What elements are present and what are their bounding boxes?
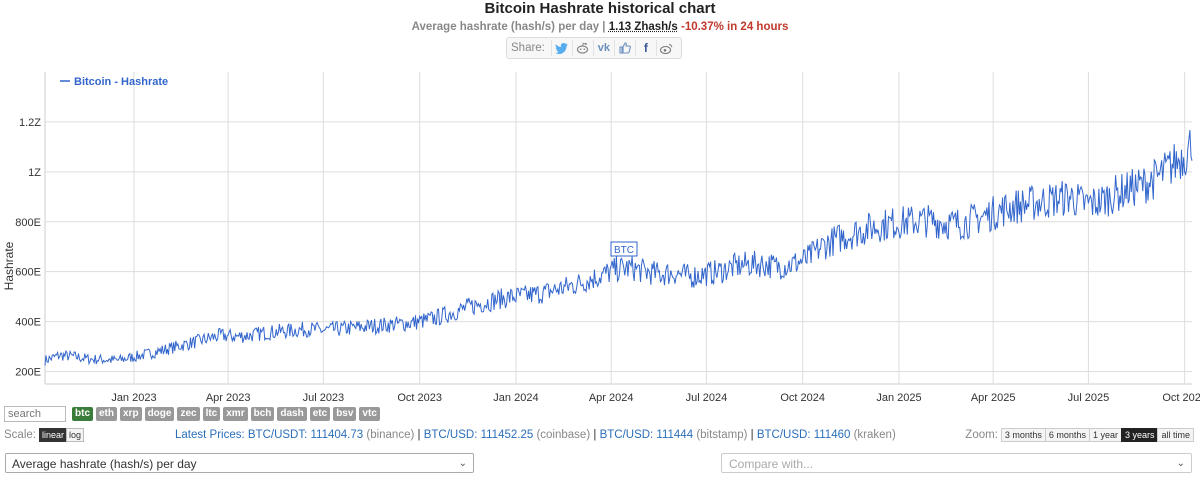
subtitle-metric: Average hashrate (hash/s) per day | xyxy=(411,21,606,33)
x-tick-label: Jul 2024 xyxy=(686,392,728,404)
metric-select-value: Average hashrate (hash/s) per day xyxy=(12,457,197,471)
coin-xrp-button[interactable]: xrp xyxy=(120,407,142,421)
share-bar: Share: vk f xyxy=(506,37,682,59)
coin-vtc-button[interactable]: vtc xyxy=(359,407,380,421)
controls-row: Scale: linear log Latest Prices: BTC/USD… xyxy=(0,428,1200,444)
coin-zec-button[interactable]: zec xyxy=(177,407,200,421)
vk-icon[interactable]: vk xyxy=(592,40,614,56)
price-binance[interactable]: BTC/USDT: 111404.73 xyxy=(247,429,364,441)
chevron-down-icon: ⌄ xyxy=(1176,458,1185,469)
exchange-kraken: (kraken) xyxy=(853,429,896,441)
chart-grid xyxy=(44,72,1192,385)
coin-xmr-button[interactable]: xmr xyxy=(223,407,248,421)
scale-label: Scale: xyxy=(4,429,36,441)
zoom-6-months-button[interactable]: 6 months xyxy=(1044,428,1090,442)
exchange-coinbase: (coinbase) xyxy=(536,429,591,441)
x-tick-label: Jul 2025 xyxy=(1068,392,1110,404)
zoom-1-year-button[interactable]: 1 year xyxy=(1088,428,1122,442)
x-tick-label: Jul 2023 xyxy=(303,392,345,404)
series-line xyxy=(44,129,1193,366)
coin-bsv-button[interactable]: bsv xyxy=(333,407,357,421)
y-axis-label: Hashrate xyxy=(2,241,16,290)
zoom-all-time-button[interactable]: all time xyxy=(1157,428,1194,442)
scale-control: Scale: linear log xyxy=(4,428,84,442)
legend[interactable]: Bitcoin - Hashrate xyxy=(60,76,168,88)
x-tick-label: Jan 2025 xyxy=(876,392,921,404)
btc-annotation[interactable]: BTC xyxy=(610,241,638,257)
share-label: Share: xyxy=(511,42,545,54)
x-tick-label: Oct 2025 xyxy=(1162,392,1200,404)
current-value[interactable]: 1.13 Zhash/s xyxy=(608,21,678,33)
price-coinbase[interactable]: BTC/USD: 111452.25 xyxy=(423,429,534,441)
change-24h: -10.37% in 24 hours xyxy=(680,21,789,33)
x-tick-label: Apr 2024 xyxy=(589,392,634,404)
coin-eth-button[interactable]: eth xyxy=(96,407,117,421)
chevron-down-icon: ⌄ xyxy=(458,458,467,469)
zoom-3-years-button[interactable]: 3 years xyxy=(1120,428,1159,442)
price-bitstamp[interactable]: BTC/USD: 111444 xyxy=(599,429,694,441)
x-tick-label: Jan 2024 xyxy=(493,392,538,404)
x-tick-label: Jan 2023 xyxy=(111,392,156,404)
weibo-icon[interactable] xyxy=(655,40,677,56)
page-subtitle: Average hashrate (hash/s) per day | 1.13… xyxy=(0,21,1200,33)
y-tick-label: 200E xyxy=(15,367,41,379)
latest-prices: Latest Prices: BTC/USDT: 111404.73 (bina… xyxy=(175,429,896,441)
price-kraken[interactable]: BTC/USD: 111460 xyxy=(756,429,851,441)
coin-etc-button[interactable]: etc xyxy=(309,407,331,421)
coin-selector: search btc eth xrp doge zec ltc xmr bch dash etc b… xyxy=(4,406,380,422)
y-tick-label: 600E xyxy=(15,267,41,279)
coin-bch-button[interactable]: bch xyxy=(250,407,275,421)
x-tick-label: Oct 2023 xyxy=(397,392,442,404)
scale-linear-button[interactable]: linear xyxy=(38,428,67,442)
coin-ltc-button[interactable]: ltc xyxy=(202,407,221,421)
x-tick-label: Apr 2023 xyxy=(206,392,251,404)
facebook-icon[interactable]: f xyxy=(634,40,656,56)
legend-label: Bitcoin - Hashrate xyxy=(74,76,168,88)
page-title: Bitcoin Hashrate historical chart xyxy=(484,0,716,17)
metric-select[interactable]: Average hashrate (hash/s) per day ⌄ xyxy=(5,453,474,473)
zoom-label: Zoom: xyxy=(965,429,998,441)
x-tick-label: Oct 2024 xyxy=(780,392,825,404)
y-tick-label: 400E xyxy=(15,317,41,329)
twitter-icon[interactable] xyxy=(550,40,572,56)
x-axis-ticks: Jan 2023 Apr 2023 Jul 2023 Oct 2023 Jan 2024… xyxy=(111,392,1200,404)
y-tick-label: 800E xyxy=(15,217,41,229)
coin-btc-button[interactable]: btc xyxy=(72,407,93,421)
zoom-control: Zoom: 3 months 6 months 1 year 3 years a… xyxy=(965,428,1194,442)
y-axis-ticks: 200E 400E 600E 800E 1Z 1.2Z xyxy=(15,117,41,379)
coin-doge-button[interactable]: doge xyxy=(144,407,175,421)
coin-dash-button[interactable]: dash xyxy=(277,407,307,421)
like-icon[interactable] xyxy=(613,40,635,56)
exchange-binance: (binance) xyxy=(366,429,415,441)
exchange-bitstamp: (bitstamp) xyxy=(696,429,748,441)
prices-label: Latest Prices: xyxy=(175,429,245,441)
coin-search-input[interactable]: search xyxy=(4,406,66,422)
y-tick-label: 1Z xyxy=(28,167,41,179)
zoom-3-months-button[interactable]: 3 months xyxy=(1000,428,1046,442)
y-tick-label: 1.2Z xyxy=(19,117,41,129)
annotation-label: BTC xyxy=(614,245,634,256)
scale-log-button[interactable]: log xyxy=(65,428,84,442)
x-tick-label: Apr 2025 xyxy=(971,392,1016,404)
compare-select-placeholder: Compare with... xyxy=(729,457,814,471)
compare-select[interactable]: Compare with... ⌄ xyxy=(721,453,1192,473)
reddit-icon[interactable] xyxy=(571,40,593,56)
coin-list: btc eth xrp doge zec ltc xmr bch dash etc bsv vtc xyxy=(72,407,380,421)
